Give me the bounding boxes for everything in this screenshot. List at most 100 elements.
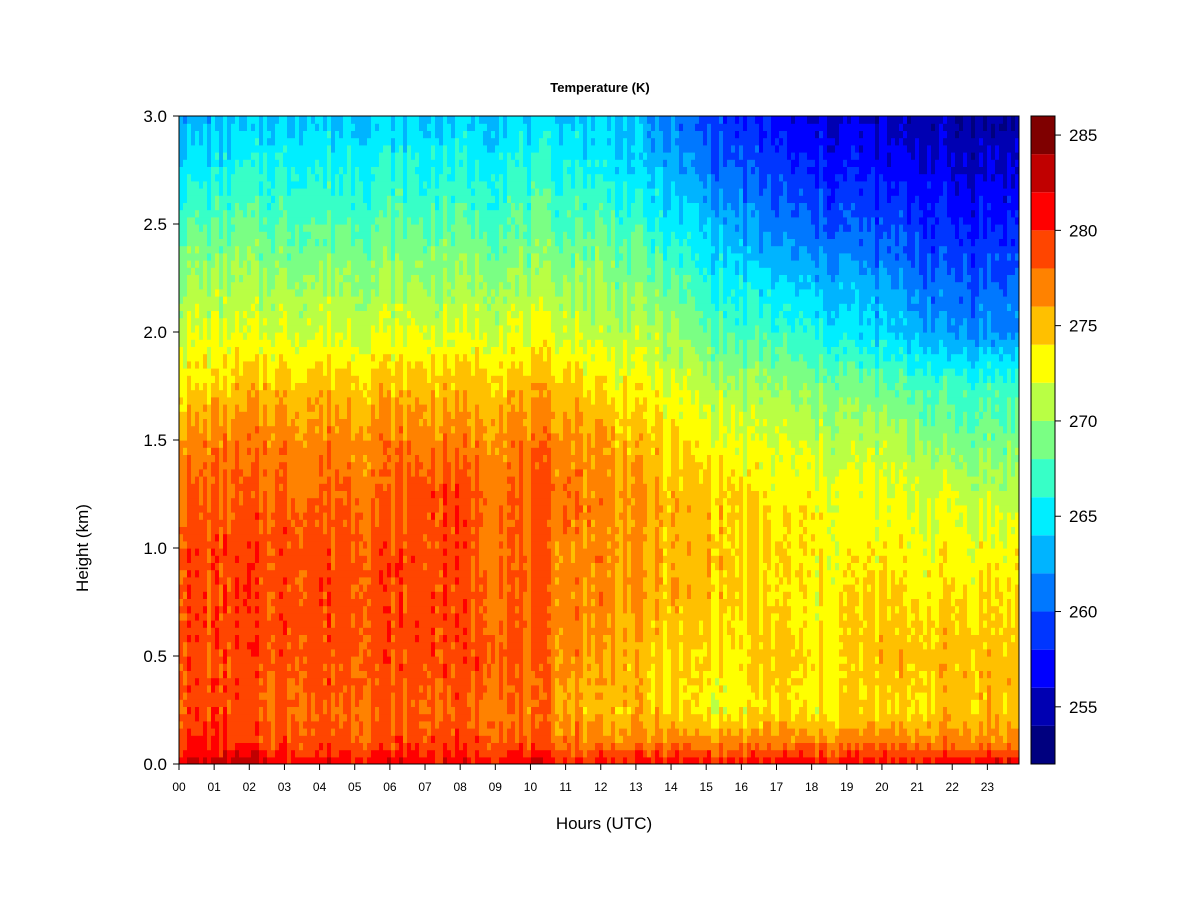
heatmap-cell bbox=[235, 426, 240, 434]
heatmap-cell bbox=[287, 584, 292, 592]
heatmap-cell bbox=[363, 174, 368, 182]
heatmap-cell bbox=[279, 174, 284, 182]
heatmap-cell bbox=[367, 296, 372, 304]
heatmap-cell bbox=[351, 253, 356, 261]
heatmap-cell bbox=[251, 548, 256, 556]
heatmap-cell bbox=[267, 368, 272, 376]
heatmap-cell bbox=[247, 735, 252, 743]
heatmap-cell bbox=[383, 570, 388, 578]
heatmap-cell bbox=[303, 541, 308, 549]
heatmap-cell bbox=[247, 426, 252, 434]
heatmap-cell bbox=[295, 440, 300, 448]
heatmap-cell bbox=[335, 613, 340, 621]
heatmap-cell bbox=[323, 145, 328, 153]
heatmap-cell bbox=[223, 541, 228, 549]
heatmap-cell bbox=[343, 397, 348, 405]
heatmap-cell bbox=[295, 260, 300, 268]
heatmap-cell bbox=[291, 534, 296, 542]
heatmap-cell bbox=[279, 454, 284, 462]
heatmap-cell bbox=[259, 670, 264, 678]
heatmap-cell bbox=[271, 706, 276, 714]
heatmap-cell bbox=[347, 426, 352, 434]
heatmap-cell bbox=[295, 656, 300, 664]
heatmap-cell bbox=[211, 332, 216, 340]
heatmap-cell bbox=[239, 289, 244, 297]
heatmap-cell bbox=[223, 382, 228, 390]
heatmap-cell bbox=[299, 714, 304, 722]
heatmap-cell bbox=[223, 296, 228, 304]
heatmap-cell bbox=[191, 253, 196, 261]
heatmap-cell bbox=[331, 548, 336, 556]
heatmap-cell bbox=[399, 606, 404, 614]
heatmap-cell bbox=[183, 181, 188, 189]
heatmap-cell bbox=[191, 440, 196, 448]
heatmap-cell bbox=[379, 181, 384, 189]
heatmap-cell bbox=[191, 534, 196, 542]
heatmap-cell bbox=[231, 498, 236, 506]
heatmap-cell bbox=[227, 116, 232, 124]
heatmap-cell bbox=[195, 642, 200, 650]
heatmap-cell bbox=[275, 498, 280, 506]
heatmap-cell bbox=[231, 246, 236, 254]
heatmap-cell bbox=[371, 642, 376, 650]
heatmap-cell bbox=[259, 534, 264, 542]
heatmap-cell bbox=[339, 476, 344, 484]
heatmap-cell bbox=[235, 188, 240, 196]
heatmap-cell bbox=[183, 217, 188, 225]
heatmap-cell bbox=[287, 224, 292, 232]
heatmap-cell bbox=[235, 483, 240, 491]
heatmap-cell bbox=[303, 181, 308, 189]
heatmap-cell bbox=[251, 382, 256, 390]
heatmap-cell bbox=[395, 282, 400, 290]
heatmap-cell bbox=[351, 454, 356, 462]
heatmap-cell bbox=[219, 440, 224, 448]
heatmap-cell bbox=[223, 433, 228, 441]
heatmap-cell bbox=[359, 246, 364, 254]
heatmap-cell bbox=[235, 210, 240, 218]
heatmap-cell bbox=[363, 598, 368, 606]
heatmap-cell bbox=[259, 375, 264, 383]
heatmap-cell bbox=[379, 253, 384, 261]
heatmap-cell bbox=[375, 368, 380, 376]
heatmap-cell bbox=[343, 145, 348, 153]
heatmap-cell bbox=[343, 318, 348, 326]
heatmap-cell bbox=[383, 426, 388, 434]
heatmap-cell bbox=[243, 512, 248, 520]
heatmap-cell bbox=[283, 483, 288, 491]
heatmap-cell bbox=[283, 678, 288, 686]
heatmap-cell bbox=[343, 354, 348, 362]
heatmap-cell bbox=[287, 627, 292, 635]
heatmap-cell bbox=[223, 584, 228, 592]
heatmap-cell bbox=[395, 584, 400, 592]
heatmap-cell bbox=[179, 325, 184, 333]
heatmap-cell bbox=[223, 663, 228, 671]
heatmap-cell bbox=[251, 361, 256, 369]
heatmap-cell bbox=[383, 462, 388, 470]
heatmap-cell bbox=[315, 555, 320, 563]
heatmap-cell bbox=[255, 339, 260, 347]
heatmap-cell bbox=[387, 174, 392, 182]
heatmap-cell bbox=[259, 195, 264, 203]
heatmap-cell bbox=[395, 678, 400, 686]
heatmap-cell bbox=[251, 166, 256, 174]
heatmap-cell bbox=[307, 159, 312, 167]
heatmap-cell bbox=[323, 548, 328, 556]
heatmap-cell bbox=[219, 620, 224, 628]
heatmap-cell bbox=[363, 476, 368, 484]
heatmap-cell bbox=[355, 375, 360, 383]
heatmap-cell bbox=[295, 634, 300, 642]
heatmap-cell bbox=[307, 174, 312, 182]
heatmap-cell bbox=[179, 174, 184, 182]
heatmap-cell bbox=[275, 390, 280, 398]
heatmap-cell bbox=[295, 757, 300, 765]
heatmap-cell bbox=[351, 116, 356, 124]
heatmap-cell bbox=[355, 188, 360, 196]
heatmap-cell bbox=[315, 577, 320, 585]
heatmap-cell bbox=[387, 346, 392, 354]
heatmap-cell bbox=[315, 490, 320, 498]
heatmap-cell bbox=[235, 606, 240, 614]
heatmap-cell bbox=[339, 188, 344, 196]
heatmap-cell bbox=[267, 476, 272, 484]
heatmap-cell bbox=[279, 195, 284, 203]
heatmap-cell bbox=[339, 670, 344, 678]
